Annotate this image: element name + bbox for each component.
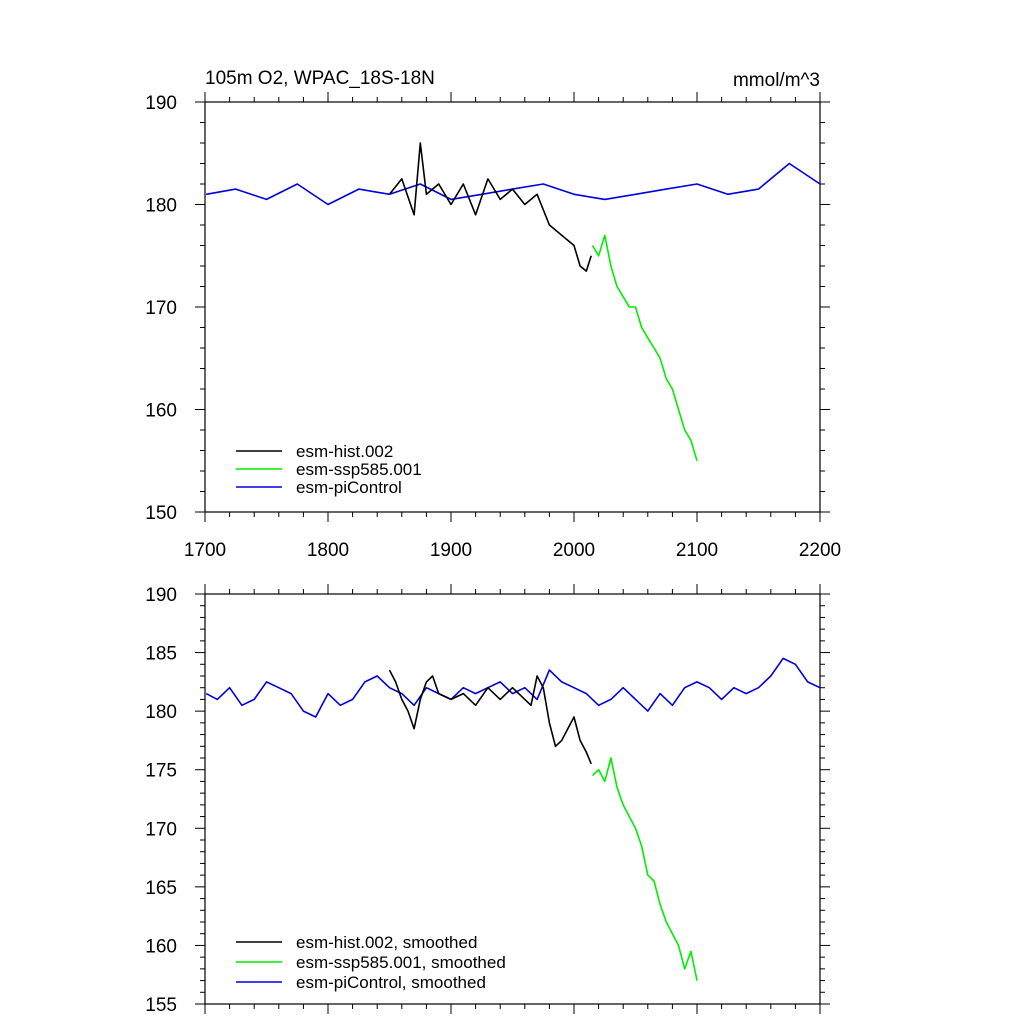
- series-line-1: [591, 757, 698, 981]
- y-tick-label: 155: [145, 995, 177, 1016]
- y-tick-label: 190: [145, 93, 177, 114]
- y-tick-label: 180: [145, 702, 177, 723]
- legend-label: esm-ssp585.001: [296, 460, 422, 479]
- x-tick-label: 2100: [676, 540, 718, 561]
- chart-title: 105m O2, WPAC_18S-18N: [205, 68, 435, 89]
- y-tick-label: 165: [145, 878, 177, 899]
- series-line-0: [388, 142, 592, 272]
- y-tick-label: 170: [145, 819, 177, 840]
- x-tick-label: 2200: [799, 540, 841, 561]
- legend-label: esm-piControl, smoothed: [296, 973, 486, 992]
- x-tick-label: 1800: [307, 540, 349, 561]
- legend-label: esm-hist.002: [296, 442, 393, 461]
- chart-units: mmol/m^3: [733, 70, 820, 91]
- series-line-2: [205, 657, 821, 718]
- y-tick-label: 185: [145, 644, 177, 665]
- legend-label: esm-hist.002, smoothed: [296, 933, 477, 952]
- y-tick-label: 170: [145, 298, 177, 319]
- y-tick-label: 190: [145, 585, 177, 606]
- series-line-1: [591, 234, 698, 462]
- top-panel: 1700 1800 1900 2000 2100 2200 150 160 170 180 190 e…: [145, 92, 841, 561]
- y-tick-label: 150: [145, 503, 177, 524]
- x-tick-label: 2000: [553, 540, 595, 561]
- y-tick-label: 160: [145, 936, 177, 957]
- series-line-2: [206, 162, 821, 206]
- y-tick-label: 160: [145, 401, 177, 422]
- y-tick-label: 175: [145, 761, 177, 782]
- series-line-0: [388, 669, 592, 765]
- x-tick-label: 1900: [430, 540, 472, 561]
- bottom-panel: 155 160 165 170 175 180 185 190 esm-hist.002, sm…: [145, 584, 830, 1016]
- plot-frame: [204, 593, 821, 1005]
- x-tick-label: 1700: [184, 540, 226, 561]
- legend-label: esm-piControl: [296, 478, 402, 497]
- y-tick-label: 180: [145, 196, 177, 217]
- legend-label: esm-ssp585.001, smoothed: [296, 953, 506, 972]
